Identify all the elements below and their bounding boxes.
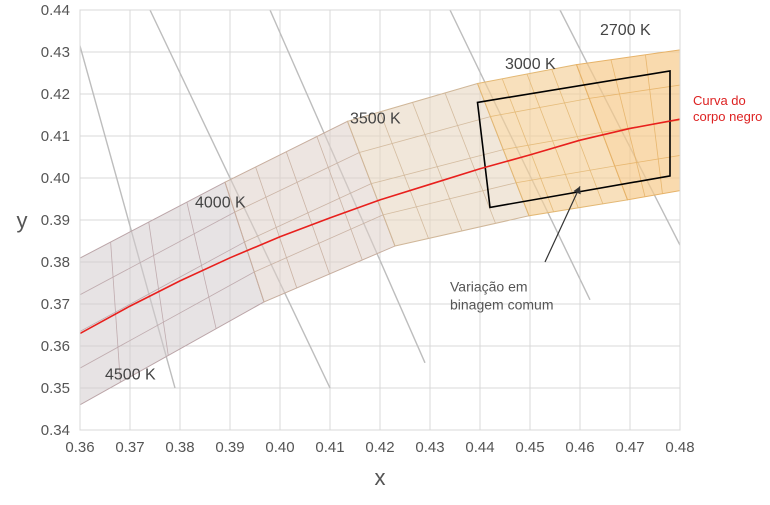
x-tick-label: 0.38	[165, 439, 194, 456]
annotation-text: binagem comum	[450, 296, 554, 312]
x-tick-label: 0.47	[615, 439, 644, 456]
y-tick-label: 0.41	[41, 128, 70, 145]
x-tick-label: 0.46	[565, 439, 594, 456]
x-tick-label: 0.40	[265, 439, 294, 456]
temp-label: 3000 K	[505, 56, 556, 73]
planckian-label: Curva do	[693, 93, 746, 108]
temp-label: 4500 K	[105, 367, 156, 384]
x-tick-label: 0.43	[415, 439, 444, 456]
y-tick-label: 0.38	[41, 254, 70, 271]
y-tick-label: 0.42	[41, 86, 70, 103]
x-axis-label: x	[375, 465, 386, 490]
y-tick-label: 0.44	[41, 2, 70, 19]
temp-label: 4000 K	[195, 194, 246, 211]
x-tick-label: 0.45	[515, 439, 544, 456]
x-tick-label: 0.48	[665, 439, 694, 456]
x-tick-label: 0.39	[215, 439, 244, 456]
y-tick-label: 0.35	[41, 380, 70, 397]
y-tick-label: 0.39	[41, 212, 70, 229]
y-tick-label: 0.43	[41, 44, 70, 61]
x-tick-label: 0.41	[315, 439, 344, 456]
x-tick-label: 0.42	[365, 439, 394, 456]
y-axis-label: y	[17, 208, 28, 233]
x-tick-label: 0.36	[65, 439, 94, 456]
chromaticity-chart: 0.36 0.37 0.38 0.39 0.40 0.41 0.42 0.43 0.44 0.45…	[0, 0, 770, 505]
y-tick-label: 0.40	[41, 170, 70, 187]
y-tick-label: 0.34	[41, 422, 70, 439]
temp-label: 2700 K	[600, 22, 651, 39]
annotation-text: Variação em	[450, 278, 528, 294]
y-tick-label: 0.37	[41, 296, 70, 313]
planckian-label: corpo negro	[693, 109, 762, 124]
temp-label: 3500 K	[350, 110, 401, 127]
x-tick-label: 0.44	[465, 439, 494, 456]
y-tick-label: 0.36	[41, 338, 70, 355]
x-tick-label: 0.37	[115, 439, 144, 456]
